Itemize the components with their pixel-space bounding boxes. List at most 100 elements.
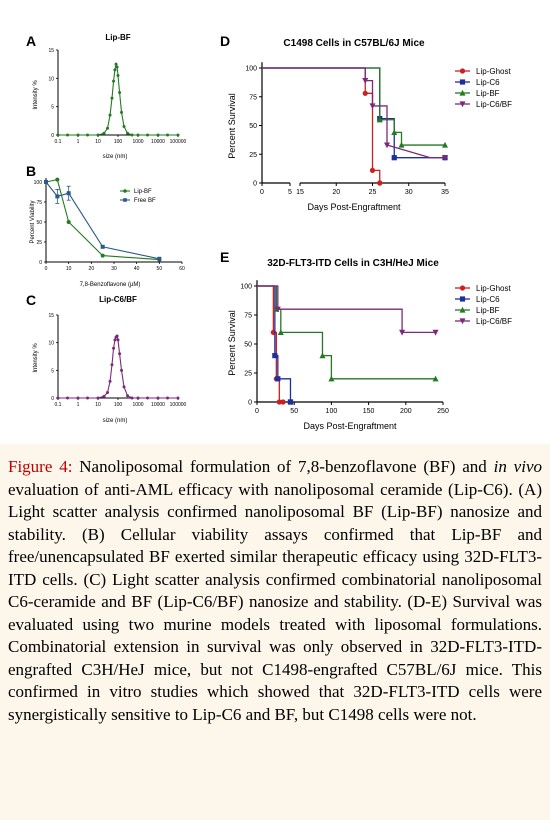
panel-e-y-tick-label: 75 xyxy=(244,313,252,320)
panel-b-point xyxy=(157,256,162,261)
panel-letter-e: E xyxy=(220,249,229,265)
panel-e-survival-point xyxy=(275,376,281,382)
panel-c-size-point xyxy=(106,390,110,394)
panel-a-y-tick-label: 5 xyxy=(51,105,54,111)
panel-c-size-point xyxy=(130,396,134,400)
panel-a-x-tick-label: 100 xyxy=(114,139,123,145)
plot-layer: 0.1 1 10 100 1000 10000 100000 0 5 10 15 0 10 20 30 40 5… xyxy=(34,48,512,415)
panel-e-survival-line xyxy=(257,285,436,380)
panel-b-legend-label: Lip-BF xyxy=(134,189,152,195)
panel-d-x-tick-label: 25 xyxy=(369,189,377,196)
panel-d-survival-line xyxy=(262,67,381,183)
caption-text-1: Nanoliposomal formulation of 7,8-benzofl… xyxy=(72,457,494,476)
panel-c-size-point xyxy=(115,334,119,338)
panel-a-size-point xyxy=(120,110,124,114)
panel-a-size-point xyxy=(116,74,120,77)
caption-label: Figure 4: xyxy=(8,457,73,476)
panel-e-survival-point xyxy=(280,399,286,405)
panel-d-y-tick-label: 100 xyxy=(245,66,257,73)
panel-a-size-point xyxy=(118,91,122,94)
panel-b-legend-marker xyxy=(123,189,127,193)
panel-d-survival-point xyxy=(384,142,390,149)
panel-e-y-tick-label: 0 xyxy=(248,400,252,407)
panel-e-survival-point xyxy=(399,329,406,336)
panel-e-x-tick-label: 100 xyxy=(326,408,338,415)
panel-c-x-tick-label: 1000 xyxy=(132,402,143,408)
panel-a-size-point xyxy=(130,133,134,137)
panel-e-legend-marker xyxy=(459,296,466,302)
panel-b-x-tick-label: 20 xyxy=(89,266,95,272)
panel-d-x-tick-label: 15 xyxy=(296,189,304,196)
panel-e-survival-point xyxy=(272,353,278,359)
panel-e-survival-point xyxy=(287,399,294,405)
panel-e-x-tick-label: 200 xyxy=(400,408,412,415)
panel-a-xlabel: size (nm) xyxy=(103,154,128,160)
panel-c-size-point xyxy=(113,338,117,342)
panel-e-y-tick-label: 50 xyxy=(244,342,252,349)
panel-c-x-tick-label: 1 xyxy=(77,402,80,408)
panel-b-point xyxy=(55,194,60,199)
panel-d-legend-marker xyxy=(459,89,466,96)
panel-a-x-tick-label: 10 xyxy=(95,139,101,145)
panel-b-point xyxy=(55,177,60,182)
panel-a-size-point xyxy=(156,133,160,137)
panel-letter-b: B xyxy=(26,163,36,179)
panel-c-x-tick-label: 10 xyxy=(95,402,101,408)
panel-b-point xyxy=(100,253,105,258)
panel-a-x-tick-label: 1000 xyxy=(132,139,143,145)
panel-a-size-point xyxy=(146,133,150,137)
panel-c-size-point xyxy=(112,346,116,350)
panel-e-x-tick-label: 250 xyxy=(437,408,449,415)
panel-c-x-tick-label: 10000 xyxy=(151,402,165,408)
panel-d-legend-label: Lip-C6 xyxy=(476,78,500,87)
panel-b-y-tick-label: 100 xyxy=(34,180,43,186)
panel-c-size-point xyxy=(96,396,100,400)
panel-b-point xyxy=(66,220,71,224)
panel-a-y-tick-label: 15 xyxy=(48,48,54,54)
panel-a-size-point xyxy=(126,131,130,135)
panel-e-survival-point xyxy=(432,375,439,382)
panel-d-survival-line xyxy=(262,67,445,159)
panel-a-size-point xyxy=(56,133,60,137)
panel-b-y-tick-label: 50 xyxy=(36,220,42,226)
panel-d-y-tick-label: 50 xyxy=(249,123,257,130)
panel-letter-a: A xyxy=(26,33,36,49)
panel-a-size-point xyxy=(176,133,180,137)
panel-a-size-point xyxy=(106,126,110,130)
panel-b-y-tick-label: 25 xyxy=(36,240,42,246)
panel-e-legend-label: Lip-Ghost xyxy=(476,284,511,293)
panel-a-y-tick-label: 0 xyxy=(51,133,54,139)
panel-b-xlabel: 7,8-Benzoflavone (µM) xyxy=(80,282,141,288)
panel-c-y-tick-label: 5 xyxy=(51,368,54,374)
panel-a-y-tick-label: 10 xyxy=(48,76,54,82)
panel-a-size-point xyxy=(76,133,80,137)
panel-e-legend-label: Lip-C6/BF xyxy=(476,317,512,326)
panel-b-x-tick-label: 60 xyxy=(179,266,185,272)
panel-a-size-point xyxy=(166,133,170,137)
panel-letter-d: D xyxy=(220,33,230,49)
panel-e-y-tick-label: 100 xyxy=(240,284,252,291)
panel-c-size-point xyxy=(110,363,114,367)
panel-a-size-point xyxy=(96,133,100,137)
panel-a-size-point xyxy=(122,125,126,128)
panel-a-size-point xyxy=(112,79,116,83)
panel-a-size-point xyxy=(136,133,140,137)
panel-c-size-point xyxy=(118,352,122,356)
panel-a-x-tick-label: 0.1 xyxy=(55,139,62,145)
panel-d-survival-point xyxy=(362,90,368,96)
panel-c-size-point xyxy=(102,394,106,398)
panel-d-x-tick-label: 35 xyxy=(441,189,449,196)
panel-b-x-tick-label: 40 xyxy=(134,266,140,272)
panel-e-survival-point xyxy=(328,375,335,382)
panel-d-x-tick-label: 20 xyxy=(332,189,340,196)
panel-b-y-tick-label: 75 xyxy=(36,200,42,206)
panel-a-size-point xyxy=(110,96,114,100)
panel-d-title: C1498 Cells in C57BL/6J Mice xyxy=(283,38,425,49)
panel-a-x-tick-label: 100000 xyxy=(170,139,187,145)
figure-caption: Figure 4: Nanoliposomal formulation of 7… xyxy=(8,456,542,726)
panel-c-x-tick-label: 0.1 xyxy=(55,402,62,408)
panel-d-survival-point xyxy=(362,78,369,84)
panel-c-y-tick-label: 10 xyxy=(48,341,54,347)
panel-c-x-tick-label: 100000 xyxy=(170,402,187,408)
panel-d-x-tick-label: 30 xyxy=(405,189,413,196)
